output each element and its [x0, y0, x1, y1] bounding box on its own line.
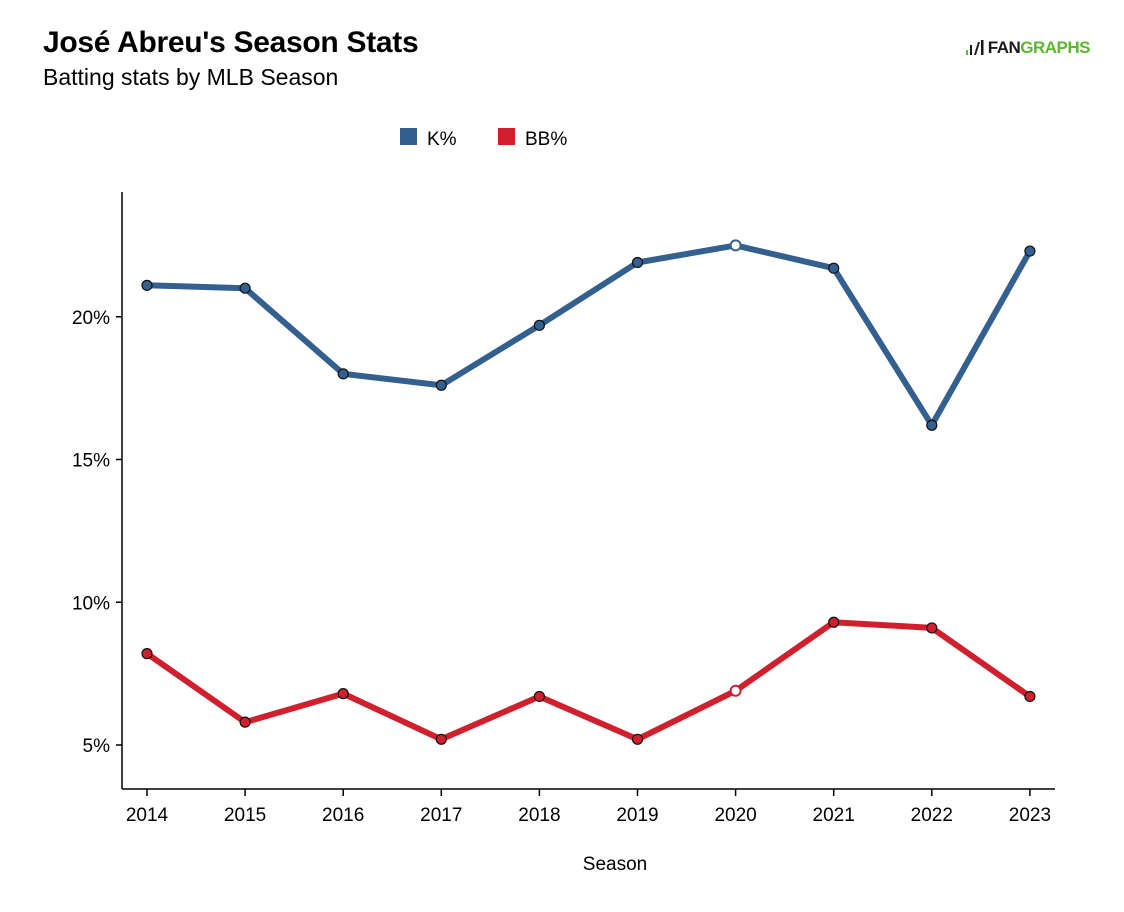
- data-point: [828, 262, 840, 274]
- fangraphs-logo-icon: [965, 40, 984, 55]
- logo-text-graphs: GRAPHS: [1020, 38, 1090, 57]
- x-tick-label: 2018: [518, 805, 560, 826]
- chart-title: José Abreu's Season Stats: [43, 26, 419, 59]
- y-tick-label: 20%: [72, 308, 110, 329]
- x-axis-title: Season: [583, 854, 647, 875]
- x-tick-label: 2022: [911, 805, 953, 826]
- data-point: [435, 733, 447, 745]
- data-point: [239, 716, 251, 728]
- x-tick-label: 2014: [126, 805, 169, 826]
- series-line: [144, 242, 1033, 429]
- data-point: [631, 256, 644, 269]
- data-point: [828, 616, 840, 628]
- data-point: [239, 282, 251, 294]
- data-point: [926, 622, 938, 634]
- data-point: [337, 368, 349, 380]
- data-point: [926, 419, 938, 431]
- x-tick-label: 2019: [616, 805, 658, 826]
- legend-label: BB%: [525, 129, 567, 150]
- data-point: [729, 684, 742, 697]
- legend: K% BB%: [400, 128, 567, 150]
- x-tick-label: 2020: [714, 805, 756, 826]
- axes: 5% 10% 15% 20% 2014 2015 2016 2017 2018 2019 2020 2…: [72, 192, 1055, 875]
- x-tick-label: 2017: [420, 805, 462, 826]
- series-line: [144, 619, 1033, 743]
- data-point: [1024, 690, 1036, 703]
- logo-text-fan: FAN: [987, 38, 1021, 57]
- x-tick-label: 2021: [813, 805, 855, 826]
- series-layer: [141, 239, 1036, 745]
- y-tick-label: 15%: [72, 451, 110, 472]
- fangraphs-logo: FANGRAPHS: [965, 38, 1090, 58]
- fangraphs-logo-text: FANGRAPHS: [987, 38, 1091, 58]
- y-tick-label: 10%: [72, 593, 110, 614]
- data-point: [533, 690, 546, 703]
- data-point: [141, 648, 153, 660]
- y-tick-label: 5%: [83, 736, 111, 757]
- data-point: [435, 379, 447, 391]
- data-point: [631, 733, 644, 745]
- x-tick-label: 2023: [1009, 805, 1051, 826]
- legend-swatch: [400, 128, 417, 145]
- data-point: [729, 239, 742, 252]
- x-tick-label: 2015: [224, 805, 266, 826]
- chart-subtitle: Batting stats by MLB Season: [43, 64, 339, 90]
- data-point: [337, 688, 349, 700]
- data-point: [533, 319, 546, 331]
- x-tick-label: 2016: [322, 805, 364, 826]
- data-point: [141, 279, 153, 291]
- data-point: [1024, 245, 1036, 257]
- legend-label: K%: [427, 129, 457, 150]
- legend-swatch: [498, 128, 515, 145]
